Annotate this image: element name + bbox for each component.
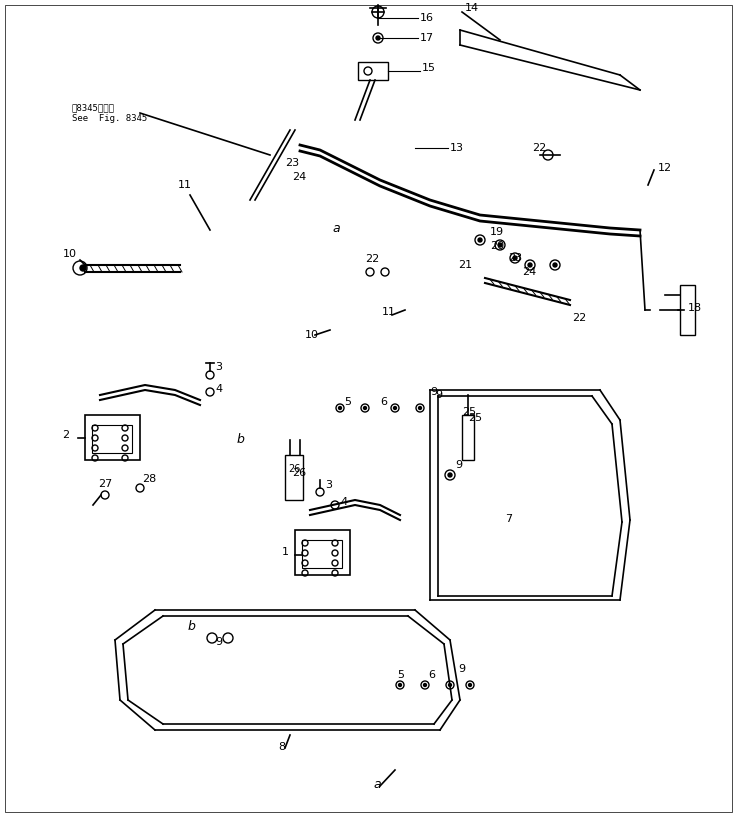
Text: 5: 5	[344, 397, 351, 407]
Text: 15: 15	[422, 63, 436, 73]
Text: 16: 16	[420, 13, 434, 23]
Text: 9: 9	[430, 387, 437, 397]
Circle shape	[424, 684, 427, 686]
Text: 8: 8	[278, 742, 285, 752]
Bar	[295, 530, 350, 575]
Bar	[285, 455, 303, 500]
Text: 25: 25	[462, 407, 476, 417]
Circle shape	[394, 407, 397, 409]
Text: 9: 9	[458, 664, 465, 674]
Circle shape	[376, 36, 380, 40]
Circle shape	[513, 256, 517, 260]
Text: 26: 26	[292, 468, 306, 478]
Text: 第8345図参照: 第8345図参照	[72, 104, 115, 113]
Bar	[85, 415, 140, 460]
Bar	[680, 285, 695, 335]
Text: 18: 18	[688, 303, 702, 313]
Text: 9: 9	[455, 460, 462, 470]
Bar	[92, 425, 132, 453]
Text: 13: 13	[450, 143, 464, 153]
Circle shape	[553, 263, 557, 267]
Text: 4: 4	[215, 384, 222, 394]
Text: 3: 3	[215, 362, 222, 372]
Text: 4: 4	[340, 497, 347, 507]
Text: 23: 23	[285, 158, 299, 168]
Bar	[358, 62, 388, 80]
Text: 6: 6	[428, 670, 435, 680]
Text: 23: 23	[508, 253, 522, 263]
Circle shape	[338, 407, 341, 409]
Text: 28: 28	[142, 474, 156, 484]
Circle shape	[80, 265, 86, 271]
Text: 3: 3	[325, 480, 332, 490]
Circle shape	[449, 684, 452, 686]
Text: 12: 12	[658, 163, 672, 173]
Text: b: b	[188, 620, 196, 633]
Text: 6: 6	[380, 397, 387, 407]
Text: 10: 10	[305, 330, 319, 340]
Circle shape	[399, 684, 402, 686]
Text: 10: 10	[63, 249, 77, 259]
Circle shape	[528, 263, 532, 267]
Text: 27: 27	[98, 479, 112, 489]
Bar	[462, 415, 474, 460]
Text: 9: 9	[215, 637, 222, 647]
Text: 22: 22	[532, 143, 546, 153]
Circle shape	[478, 238, 482, 242]
Text: See  Fig. 8345: See Fig. 8345	[72, 114, 147, 123]
Text: 1: 1	[282, 547, 289, 557]
Text: 26: 26	[288, 464, 301, 474]
Text: 7: 7	[505, 514, 512, 524]
Circle shape	[498, 243, 502, 247]
Circle shape	[448, 473, 452, 477]
Text: 2: 2	[62, 430, 69, 440]
Text: 9: 9	[435, 390, 442, 400]
Circle shape	[419, 407, 422, 409]
Text: 22: 22	[572, 313, 586, 323]
Circle shape	[363, 407, 366, 409]
Circle shape	[469, 684, 472, 686]
Text: 20: 20	[490, 241, 504, 251]
Text: 25: 25	[468, 413, 482, 423]
Bar	[302, 540, 342, 568]
Text: 21: 21	[458, 260, 472, 270]
Text: 22: 22	[365, 254, 380, 264]
Text: b: b	[237, 433, 245, 446]
Text: 19: 19	[490, 227, 504, 237]
Text: 24: 24	[522, 267, 537, 277]
Text: 5: 5	[397, 670, 404, 680]
Text: 11: 11	[178, 180, 192, 190]
Text: a: a	[373, 778, 380, 791]
Text: 11: 11	[382, 307, 396, 317]
Text: a: a	[332, 222, 340, 235]
Text: 17: 17	[420, 33, 434, 43]
Text: 24: 24	[292, 172, 307, 182]
Text: 14: 14	[465, 3, 479, 13]
